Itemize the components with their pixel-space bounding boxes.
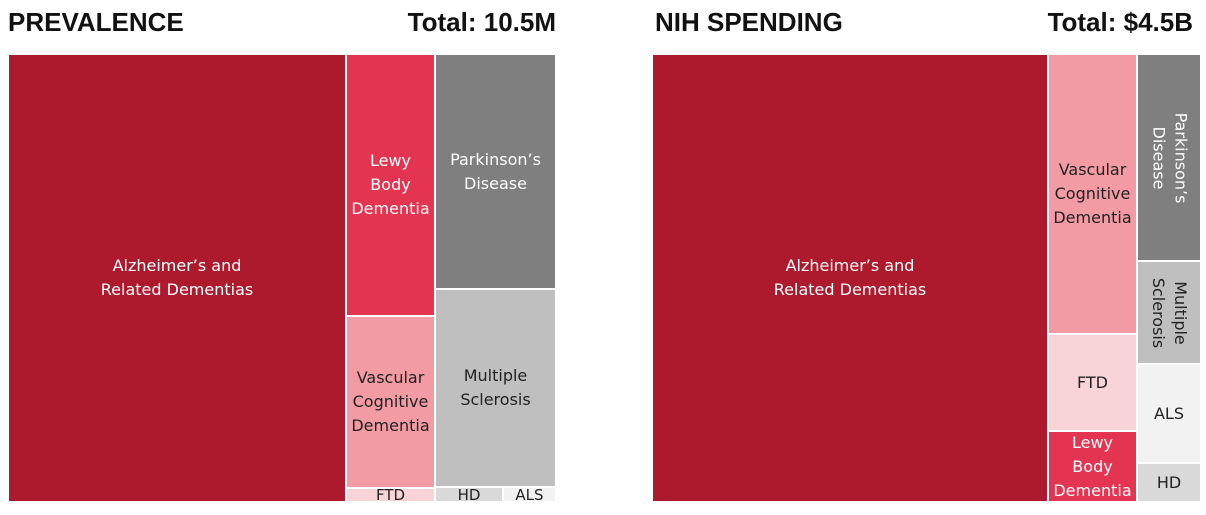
nih-label-ms: Multiple Sclerosis [1149, 277, 1190, 348]
nih-spending-total: Total: $4.5B [1047, 7, 1193, 37]
nih-label-vasc: Vascular Cognitive Dementia [1053, 160, 1132, 227]
nih-label-als: ALS [1153, 403, 1184, 423]
prevalence-tile-hd: HD [435, 487, 503, 502]
nih-tile-hd: HD [1137, 463, 1201, 502]
nih-label-lewy: Lewy Body Dementia [1053, 432, 1132, 500]
nih-label-pd: Parkinson’s Disease [1149, 112, 1191, 203]
nih-label-hd: HD [1156, 472, 1182, 492]
nih-tile-ms: Multiple Sclerosis [1137, 261, 1201, 364]
prevalence-label-als: ALS [515, 487, 544, 502]
nih-tile-lewy: Lewy Body Dementia [1048, 431, 1137, 502]
nih-spending-title: NIH SPENDING [655, 7, 843, 37]
prevalence-tile-vasc: Vascular Cognitive Dementia [346, 316, 435, 488]
nih-tile-ftd: FTD [1048, 334, 1137, 431]
prevalence-label-ms: Multiple Sclerosis [460, 366, 531, 409]
prevalence-tile-alz: Alzheimer’s and Related Dementias [8, 54, 346, 502]
prevalence-tile-ms: Multiple Sclerosis [435, 289, 556, 487]
nih-tile-vasc: Vascular Cognitive Dementia [1048, 54, 1137, 334]
prevalence-label-ftd: FTD [375, 488, 406, 502]
nih-label-ftd: FTD [1076, 372, 1108, 392]
prevalence-label-pd: Parkinson’s Disease [450, 149, 541, 193]
prevalence-label-hd: HD [457, 487, 481, 502]
nih-tile-alz: Alzheimer’s and Related Dementias [652, 54, 1048, 502]
prevalence-total: Total: 10.5M [407, 7, 556, 37]
prevalence-label-lewy: Lewy Body Dementia [351, 151, 430, 218]
nih-tile-pd: Parkinson’s Disease [1137, 54, 1201, 261]
prevalence-tile-pd: Parkinson’s Disease [435, 54, 556, 289]
nih-label-alz: Alzheimer’s and Related Dementias [773, 256, 927, 299]
prevalence-title: PREVALENCE [8, 7, 184, 37]
nih-tile-als: ALS [1137, 364, 1201, 463]
prevalence-tile-als: ALS [503, 487, 556, 502]
prevalence-tile-ftd: FTD [346, 488, 435, 502]
prevalence-tile-lewy: Lewy Body Dementia [346, 54, 435, 316]
prevalence-label-vasc: Vascular Cognitive Dementia [351, 368, 430, 435]
prevalence-label-alz: Alzheimer’s and Related Dementias [100, 256, 254, 299]
